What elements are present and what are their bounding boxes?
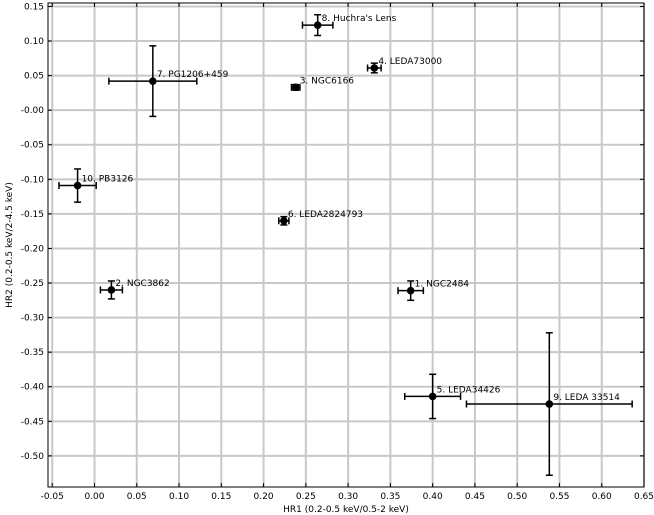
point-marker bbox=[313, 21, 322, 29]
point-label: 8. Huchra's Lens bbox=[322, 14, 397, 24]
x-tick-label: -0.05 bbox=[41, 492, 64, 502]
data-point: 6. LEDA2824793 bbox=[278, 210, 363, 226]
point-marker bbox=[406, 286, 415, 295]
point-label: 5. LEDA34426 bbox=[437, 385, 501, 395]
x-tick-label: 0.10 bbox=[169, 492, 189, 502]
x-tick-label: 0.30 bbox=[338, 492, 358, 502]
y-axis-label: HR2 (0.2-0.5 keV/2-4.5 keV) bbox=[5, 182, 15, 308]
y-tick-label: -0.15 bbox=[21, 210, 44, 220]
point-label: 9. LEDA 33514 bbox=[553, 393, 620, 403]
axis-ticks bbox=[48, 3, 645, 487]
grid-lines bbox=[48, 3, 645, 487]
y-tick-label: 0.05 bbox=[24, 72, 44, 82]
point-label: 10. PB3126 bbox=[82, 175, 134, 185]
x-tick-label: 0.15 bbox=[211, 492, 231, 502]
x-tick-label: 0.55 bbox=[549, 492, 569, 502]
point-label: 7. PG1206+459 bbox=[157, 70, 229, 80]
x-tick-label: 0.35 bbox=[380, 492, 400, 502]
y-tick-label: 0.15 bbox=[24, 2, 44, 12]
point-marker bbox=[370, 64, 379, 72]
point-marker bbox=[428, 392, 437, 401]
x-tick-label: 0.00 bbox=[84, 492, 104, 502]
x-tick-label: 0.65 bbox=[634, 492, 654, 502]
data-point: 9. LEDA 33514 bbox=[465, 332, 633, 476]
y-tick-label: 0.10 bbox=[24, 37, 44, 47]
x-tick-label: 0.25 bbox=[296, 492, 316, 502]
data-point: 10. PB3126 bbox=[58, 168, 134, 203]
point-label: 2. NGC3862 bbox=[115, 279, 169, 289]
y-tick-label: -0.40 bbox=[21, 383, 45, 393]
data-point: 7. PG1206+459 bbox=[108, 45, 229, 118]
x-tick-label: 0.45 bbox=[465, 492, 485, 502]
y-tick-label: -0.45 bbox=[21, 417, 44, 427]
point-label: 4. LEDA73000 bbox=[378, 57, 442, 67]
y-tick-label: -0.50 bbox=[21, 452, 45, 462]
data-point: 5. LEDA34426 bbox=[404, 373, 501, 420]
plot-frame bbox=[47, 2, 645, 488]
point-label: 1. NGC2484 bbox=[415, 280, 470, 290]
x-axis-label: HR1 (0.2-0.5 keV/0.5-2 keV) bbox=[283, 505, 409, 515]
data-point: 1. NGC2484 bbox=[397, 280, 470, 302]
x-tick-label: 0.20 bbox=[254, 492, 274, 502]
x-tick-label: 0.40 bbox=[423, 492, 443, 502]
point-label: 6. LEDA2824793 bbox=[288, 210, 363, 220]
point-marker bbox=[107, 286, 116, 294]
data-point: 2. NGC3862 bbox=[99, 279, 170, 300]
point-marker bbox=[280, 217, 288, 225]
x-tick-label: 0.60 bbox=[592, 492, 612, 502]
x-tick-label: 0.05 bbox=[127, 492, 147, 502]
data-point: 3. NGC6166 bbox=[290, 76, 355, 92]
y-tick-label: -0.00 bbox=[21, 106, 45, 116]
point-marker bbox=[291, 83, 300, 92]
x-tick-labels: -0.05 0.00 0.05 0.10 0.15 0.20 0.25 0.30 0.35 0.4… bbox=[41, 492, 654, 502]
y-tick-label: -0.05 bbox=[21, 141, 44, 151]
point-label: 3. NGC6166 bbox=[300, 76, 355, 86]
y-tick-labels: 0.15 0.10 0.05 -0.00 -0.05 -0.10 -0.15 -0.20 -0.… bbox=[21, 2, 45, 461]
point-marker bbox=[545, 400, 554, 408]
y-tick-label: -0.30 bbox=[21, 314, 45, 324]
y-tick-label: -0.35 bbox=[21, 348, 44, 358]
point-marker bbox=[73, 181, 82, 190]
point-marker bbox=[149, 77, 157, 85]
data-point: 4. LEDA73000 bbox=[366, 57, 442, 74]
data-point: 8. Huchra's Lens bbox=[301, 14, 397, 37]
x-tick-label: 0.50 bbox=[507, 492, 527, 502]
y-tick-label: -0.10 bbox=[21, 175, 45, 185]
y-tick-label: -0.25 bbox=[21, 279, 44, 289]
data-points: 1. NGC2484 2. NGC3862 3. NGC6166 4. LEDA730… bbox=[58, 14, 633, 476]
y-tick-label: -0.20 bbox=[21, 244, 45, 254]
